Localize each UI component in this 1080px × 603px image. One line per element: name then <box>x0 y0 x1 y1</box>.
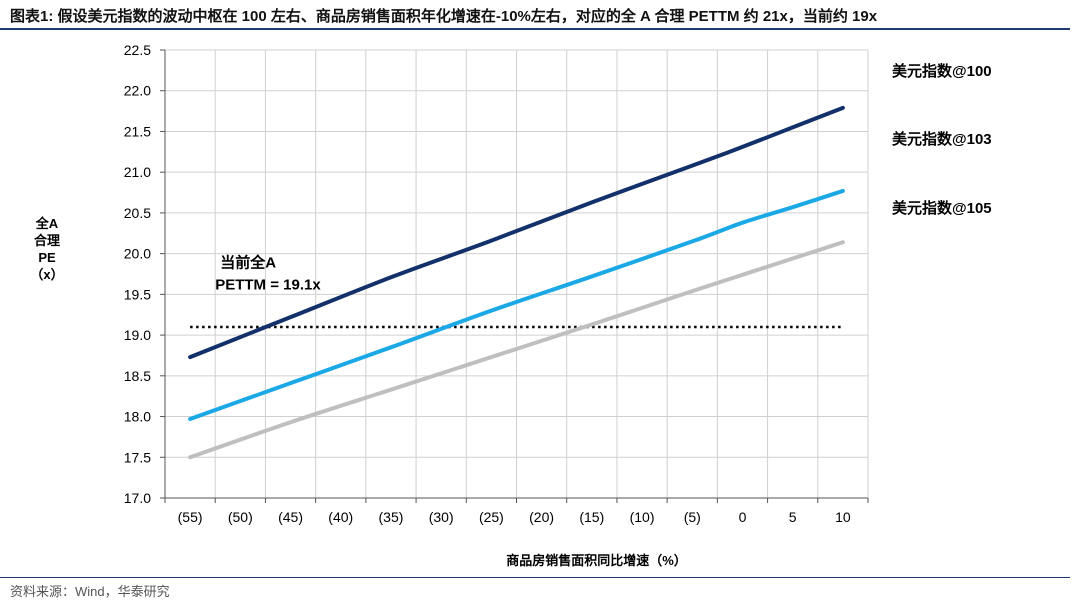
y-axis-label-line: PE <box>38 250 56 265</box>
y-tick-label: 18.5 <box>124 368 151 384</box>
y-tick-label: 17.5 <box>124 449 151 465</box>
current-pe-annotation: PETTM = 19.1x <box>215 277 321 294</box>
y-axis-label: 全A 合理 PE （x） <box>22 215 72 283</box>
x-tick-label: (55) <box>178 509 203 525</box>
x-tick-label: (20) <box>529 509 554 525</box>
x-tick-label: 5 <box>789 509 797 525</box>
x-tick-label: (40) <box>328 509 353 525</box>
x-tick-label: (45) <box>278 509 303 525</box>
legend-label-3: 美元指数@105 <box>892 199 992 217</box>
series-line-3 <box>188 240 845 460</box>
x-tick-label: 10 <box>835 509 851 525</box>
y-tick-label: 22.0 <box>124 83 151 99</box>
footer-divider <box>0 577 1070 578</box>
legend-label-1: 美元指数@100 <box>892 62 992 80</box>
series-line-1 <box>188 105 845 360</box>
source-note: 资料来源：Wind，华泰研究 <box>10 584 170 599</box>
y-tick-label: 20.0 <box>124 246 151 262</box>
x-tick-label: (25) <box>479 509 504 525</box>
figure-title: 图表1: 假设美元指数的波动中枢在 100 左右、商品房销售面积年化增速在-10… <box>10 8 878 25</box>
y-tick-label: 18.0 <box>124 409 151 425</box>
y-axis-label-line: 合理 <box>33 233 60 248</box>
header: 图表1: 假设美元指数的波动中枢在 100 左右、商品房销售面积年化增速在-10… <box>0 0 1080 30</box>
y-tick-label: 22.5 <box>124 42 151 58</box>
x-tick-label: (35) <box>379 509 404 525</box>
y-tick-label: 19.5 <box>124 286 151 302</box>
x-tick-label: (5) <box>684 509 701 525</box>
x-axis-label: 商品房销售面积同比增速（%） <box>506 553 687 568</box>
y-tick-label: 21.0 <box>124 164 151 180</box>
x-tick-label: (50) <box>228 509 253 525</box>
y-axis-label-line: 全A <box>35 216 59 231</box>
y-tick-label: 17.0 <box>124 490 151 506</box>
y-tick-label: 21.5 <box>124 123 151 139</box>
y-axis-label-line: （x） <box>30 267 64 282</box>
x-tick-label: (10) <box>630 509 655 525</box>
x-tick-label: (30) <box>429 509 454 525</box>
series-line-2 <box>188 188 845 421</box>
y-tick-label: 19.0 <box>124 327 151 343</box>
x-tick-label: (15) <box>579 509 604 525</box>
legend-label-2: 美元指数@103 <box>892 130 992 148</box>
y-tick-label: 20.5 <box>124 205 151 221</box>
x-tick-label: 0 <box>739 509 747 525</box>
header-divider <box>0 28 1070 30</box>
current-pe-annotation: 当前全A <box>220 254 276 272</box>
